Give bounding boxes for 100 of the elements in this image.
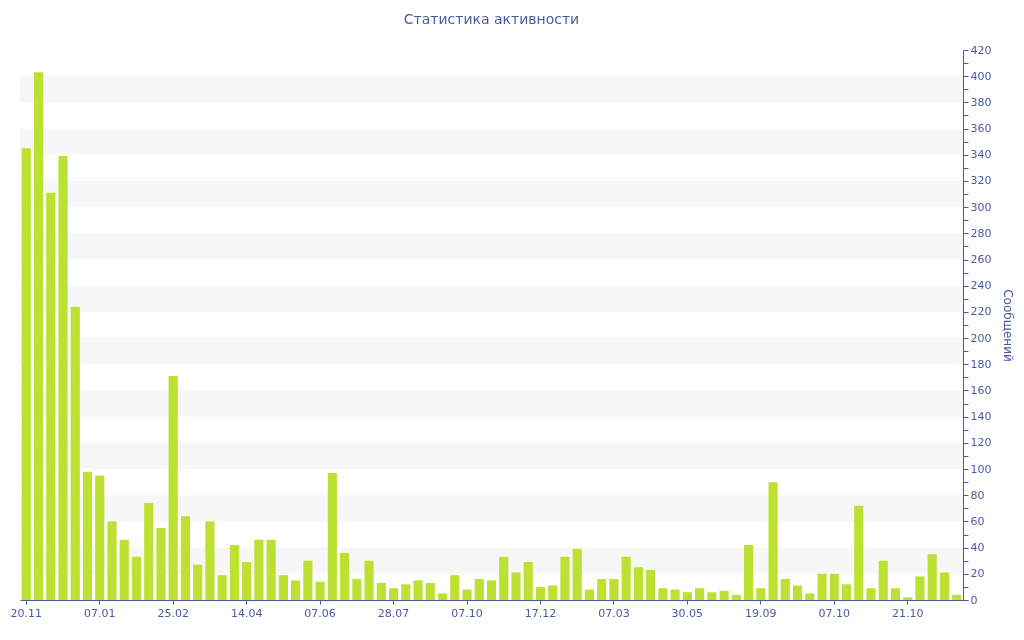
bar — [229, 545, 240, 600]
bar — [205, 521, 215, 600]
y-tick-label: 160 — [970, 383, 992, 397]
bar — [437, 593, 448, 600]
bar — [670, 589, 680, 600]
bar — [266, 539, 276, 600]
bar — [156, 527, 166, 600]
bar — [878, 560, 888, 600]
bar — [817, 573, 827, 600]
bar — [413, 580, 423, 600]
bar — [168, 376, 178, 600]
bar — [805, 593, 815, 600]
y-tick-label: 80 — [970, 488, 985, 502]
bar — [523, 562, 533, 600]
bar — [915, 576, 925, 600]
bar — [131, 556, 142, 600]
bar — [193, 564, 203, 600]
x-tick-label: 07.10 — [451, 606, 483, 620]
bar — [866, 588, 876, 600]
x-tick-label: 14.04 — [230, 606, 263, 620]
bar — [535, 586, 546, 600]
bar — [621, 556, 631, 600]
y-tick-label: 340 — [970, 148, 992, 162]
bar — [278, 575, 288, 600]
bar — [33, 72, 44, 600]
y-tick-label: 300 — [970, 200, 992, 214]
y-tick-label: 40 — [970, 541, 985, 555]
y-tick-label: 100 — [970, 462, 992, 476]
x-tick-label: 07.10 — [818, 606, 851, 620]
x-tick-label: 07.06 — [304, 606, 336, 620]
y-tick-label: 220 — [970, 305, 992, 319]
bar — [719, 590, 729, 600]
bar — [743, 545, 754, 600]
bar — [291, 580, 301, 600]
bar — [82, 471, 93, 600]
x-tick-label: 30.05 — [671, 606, 704, 620]
bar — [682, 592, 692, 600]
bar — [499, 556, 509, 600]
bar — [486, 580, 497, 600]
bar — [107, 521, 117, 600]
bar — [584, 589, 595, 600]
bar — [21, 148, 31, 600]
y-tick-label: 280 — [970, 226, 992, 240]
bar — [46, 192, 56, 600]
bar — [707, 592, 717, 600]
bar — [731, 594, 741, 600]
bar — [450, 575, 460, 600]
chart-title: Статистика активности — [403, 11, 580, 27]
bar — [119, 539, 129, 600]
bar — [474, 579, 484, 600]
bar — [768, 482, 778, 600]
y-tick-label: 20 — [970, 567, 985, 581]
bar — [829, 573, 839, 600]
y-tick-label: 120 — [970, 436, 992, 450]
y-tick-label: 360 — [970, 122, 992, 136]
bar — [854, 505, 864, 600]
y-tick-label: 200 — [970, 331, 992, 345]
y-tick-label: 0 — [970, 593, 978, 607]
bar — [95, 475, 105, 600]
bar — [572, 548, 582, 600]
bar — [939, 572, 950, 600]
bar — [352, 579, 362, 600]
y-axis-title: Сообщений — [1001, 289, 1016, 362]
x-tick-label: 20.11 — [10, 606, 43, 620]
bar — [792, 585, 803, 600]
bar — [144, 503, 154, 600]
bar — [376, 582, 386, 600]
bar — [462, 589, 472, 600]
bar — [217, 575, 227, 600]
bar — [388, 588, 399, 600]
bar — [780, 579, 790, 600]
y-tick-label: 400 — [970, 69, 992, 83]
x-tick-label: 25.02 — [157, 606, 189, 620]
bar — [658, 588, 668, 600]
y-tick-label: 320 — [970, 174, 992, 188]
bar — [952, 594, 962, 600]
bar — [303, 560, 313, 600]
bar — [841, 584, 852, 600]
bar — [695, 588, 705, 600]
bar — [927, 554, 937, 600]
bar — [756, 588, 766, 600]
y-tick-label: 60 — [970, 514, 985, 528]
bar — [646, 569, 656, 600]
y-tick-label: 380 — [970, 95, 992, 109]
x-tick-label: 19.09 — [745, 606, 777, 620]
bar — [315, 581, 325, 600]
x-tick-label: 21.10 — [891, 606, 924, 620]
bar — [609, 579, 619, 600]
bar — [560, 556, 570, 600]
bar — [254, 539, 264, 600]
bar — [903, 597, 913, 600]
bar — [890, 588, 901, 600]
bar — [633, 567, 643, 600]
bar — [180, 516, 191, 600]
x-tick-label: 07.03 — [598, 606, 630, 620]
bar — [425, 582, 435, 600]
bar — [511, 572, 521, 600]
bar — [401, 584, 411, 600]
bar — [340, 552, 350, 600]
bar — [548, 585, 558, 600]
